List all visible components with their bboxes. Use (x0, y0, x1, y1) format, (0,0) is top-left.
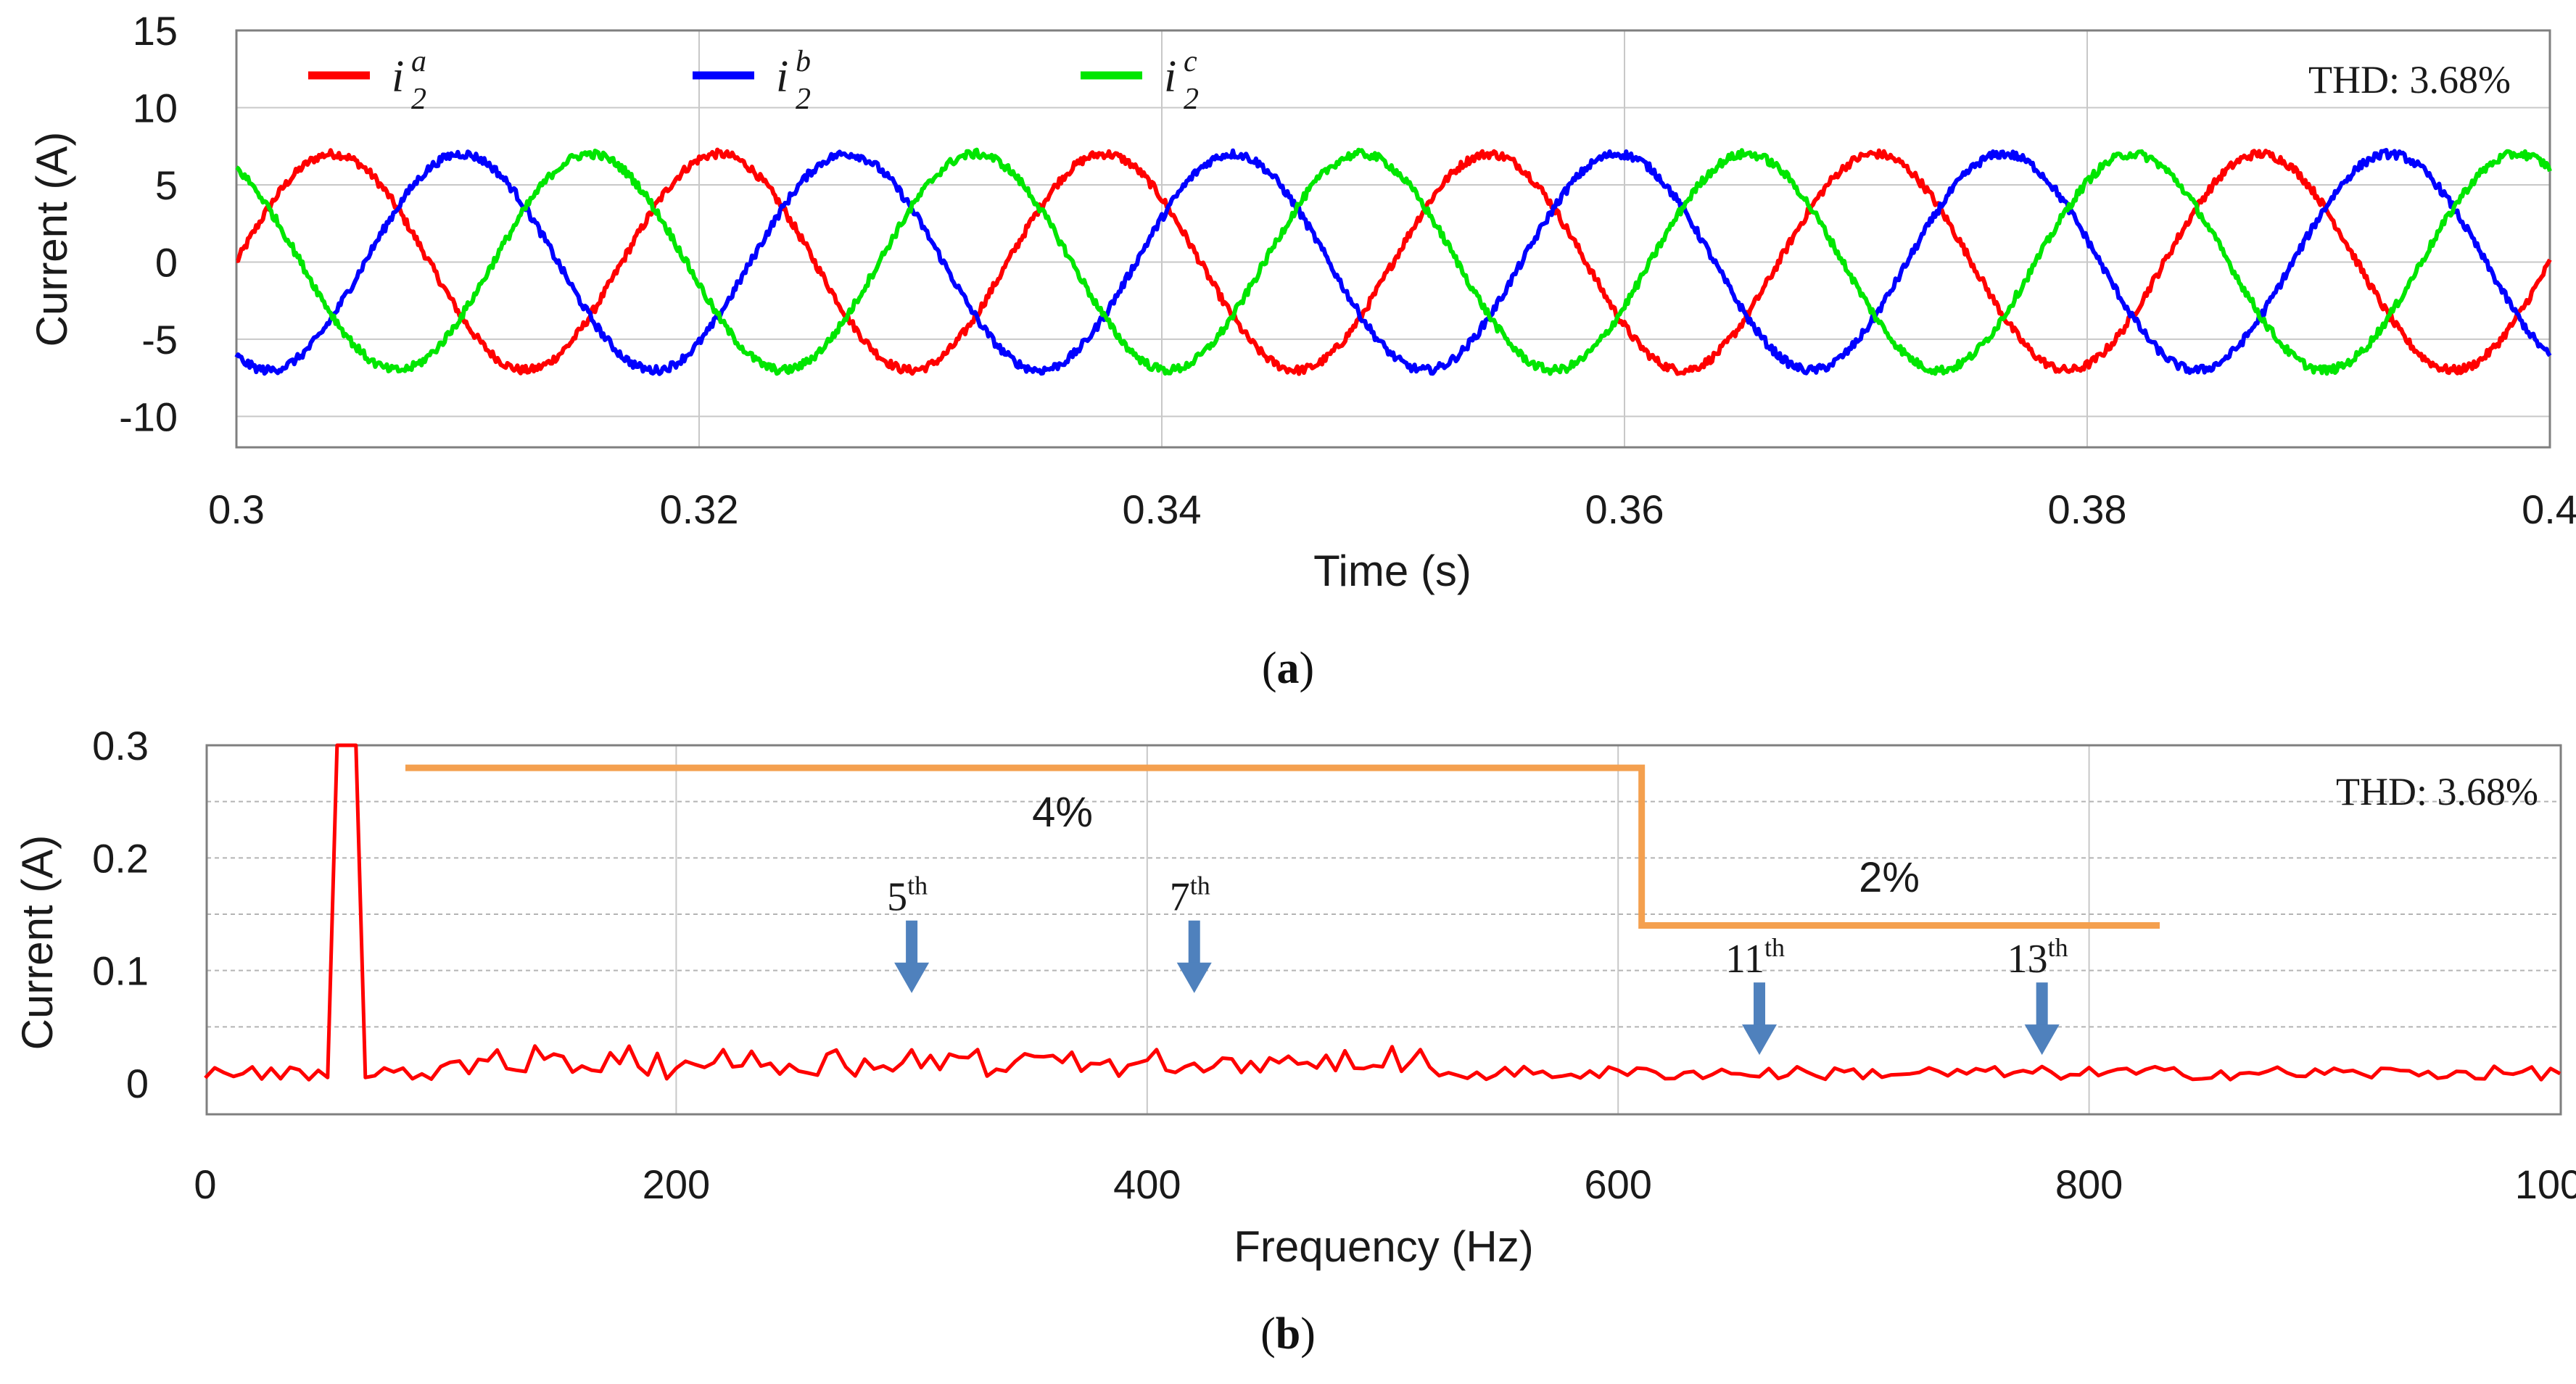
panel-a-legend-label: i (392, 52, 404, 101)
panel-b-harmonic-arrow-shaft (1188, 920, 1200, 966)
panel-a-series-line (235, 147, 2552, 376)
panel-b-plot-frame (205, 744, 2562, 1116)
panel-a-y-tick-label: -10 (119, 394, 178, 439)
panel-b-harmonic-label: 11th (1725, 933, 1785, 982)
panel-a-x-axis-title: Time (s) (1313, 547, 1471, 595)
panel-a-y-ticks: 15 10 5 0 -5 -10 (119, 8, 178, 439)
panel-b-limit-label: 4% (1032, 789, 1093, 836)
panel-a-series-line (234, 148, 2552, 376)
panel-a-legend-sup: b (796, 45, 811, 78)
panel-a-legend-label: i (776, 52, 788, 101)
panel-b-harmonic-arrow-head (1742, 1024, 1778, 1056)
panel-a-grid (236, 30, 2550, 447)
panel-b-caption: (b) (1260, 1309, 1316, 1359)
panel-a-caption: (a) (1262, 644, 1314, 693)
panel-b-spectrum-line (204, 743, 2561, 1082)
panel-b-x-tick-label: 0 (194, 1161, 216, 1207)
panel-b-harmonic-arrow-head (894, 962, 930, 993)
panel-a-x-tick-label: 0.4 (2522, 486, 2576, 532)
panel-b-harmonic-label: 13th (2007, 933, 2068, 982)
panel-b-limit-lines: 4% 2% (405, 764, 2160, 929)
panel-a-x-tick-label: 0.38 (2048, 486, 2127, 532)
panel-b-limit-label: 2% (1859, 854, 1920, 901)
panel-a-y-tick-label: 15 (133, 8, 178, 54)
panel-a-legend-sub: 2 (411, 83, 426, 116)
panel-b-harmonic-arrow-head (2024, 1024, 2060, 1056)
panel-a-legend-label: i (1164, 52, 1176, 101)
panel-b-harmonic-label: 5th (887, 871, 928, 920)
panel-a-x-ticks: 0.3 0.32 0.34 0.36 0.38 0.4 (208, 486, 2576, 532)
panel-b-x-tick-label: 400 (1113, 1161, 1181, 1207)
panel-b-harmonic-markers: 5th 7th 11th 13th (887, 871, 2068, 1056)
panel-b-harmonic-arrow-shaft (906, 920, 918, 966)
panel-a-legend-sup: c (1184, 45, 1197, 78)
panel-b-y-tick-label: 0 (126, 1061, 149, 1106)
panel-b: 4% 2% 5th 7th 11th 13th 0.3 0.2 0.1 0 0 200 400 60… (13, 723, 2576, 1359)
panel-a-legend: i 2a i 2b i 2c (308, 45, 1199, 116)
panel-a-x-tick-label: 0.32 (660, 486, 739, 532)
panel-b-harmonic-arrow-head (1176, 962, 1212, 993)
panel-b-y-axis-title: Current (A) (13, 835, 62, 1051)
panel-b-x-tick-label: 800 (2055, 1161, 2123, 1207)
panel-a-y-axis-title: Current (A) (28, 132, 76, 347)
panel-a-y-tick-label: 5 (155, 162, 178, 208)
panel-b-x-ticks: 0 200 400 600 800 1000 (194, 1161, 2576, 1207)
panel-a-legend-sub: 2 (796, 83, 811, 116)
panel-b-x-tick-label: 600 (1584, 1161, 1651, 1207)
panel-a-plot-frame (235, 29, 2551, 449)
panel-b-harmonic-suffix: th (1190, 871, 1210, 900)
panel-a-x-tick-label: 0.3 (208, 486, 265, 532)
panel-a-x-tick-label: 0.36 (1585, 486, 1664, 532)
panel-a-y-tick-label: -5 (141, 317, 178, 362)
panel-a-caption-letter: a (1277, 644, 1300, 693)
panel-b-harmonic-label: 7th (1170, 871, 1210, 920)
panel-b-y-ticks: 0.3 0.2 0.1 0 (92, 723, 149, 1106)
panel-b-harmonic-arrow-shaft (1754, 982, 1766, 1028)
panel-b-y-tick-label: 0.1 (92, 948, 149, 994)
panel-a-y-tick-label: 0 (155, 239, 178, 285)
panel-b-x-tick-label: 200 (643, 1161, 710, 1207)
panel-a-series (234, 147, 2552, 376)
panel-a-series-line (236, 147, 2552, 376)
panel-a-legend-sup: a (411, 45, 426, 78)
panel-b-caption-letter: b (1276, 1309, 1300, 1359)
panel-b-harmonic-suffix: th (1764, 933, 1785, 962)
panel-a-legend-sub: 2 (1184, 83, 1199, 116)
panel-a-y-tick-label: 10 (133, 85, 178, 130)
panel-b-x-tick-label: 1000 (2515, 1161, 2576, 1207)
panel-b-harmonic-suffix: th (2048, 933, 2068, 962)
panel-b-y-tick-label: 0.2 (92, 835, 149, 881)
panel-a: 15 10 5 0 -5 -10 0.3 0.32 0.34 0.36 0.38 0.4 Time … (28, 8, 2576, 693)
panel-b-thd-annotation: THD: 3.68% (2336, 770, 2538, 813)
panel-b-x-axis-title: Frequency (Hz) (1234, 1222, 1533, 1271)
panel-b-limit-step (405, 764, 2160, 929)
panel-b-harmonic-suffix: th (907, 871, 928, 900)
panel-a-thd-annotation: THD: 3.68% (2308, 58, 2511, 101)
panel-a-x-tick-label: 0.34 (1123, 486, 1202, 532)
panel-b-spectrum (204, 743, 2561, 1082)
panel-b-harmonic-arrow-shaft (2036, 982, 2048, 1028)
panel-b-y-tick-label: 0.3 (92, 723, 149, 768)
panel-b-grid (207, 745, 2561, 1114)
